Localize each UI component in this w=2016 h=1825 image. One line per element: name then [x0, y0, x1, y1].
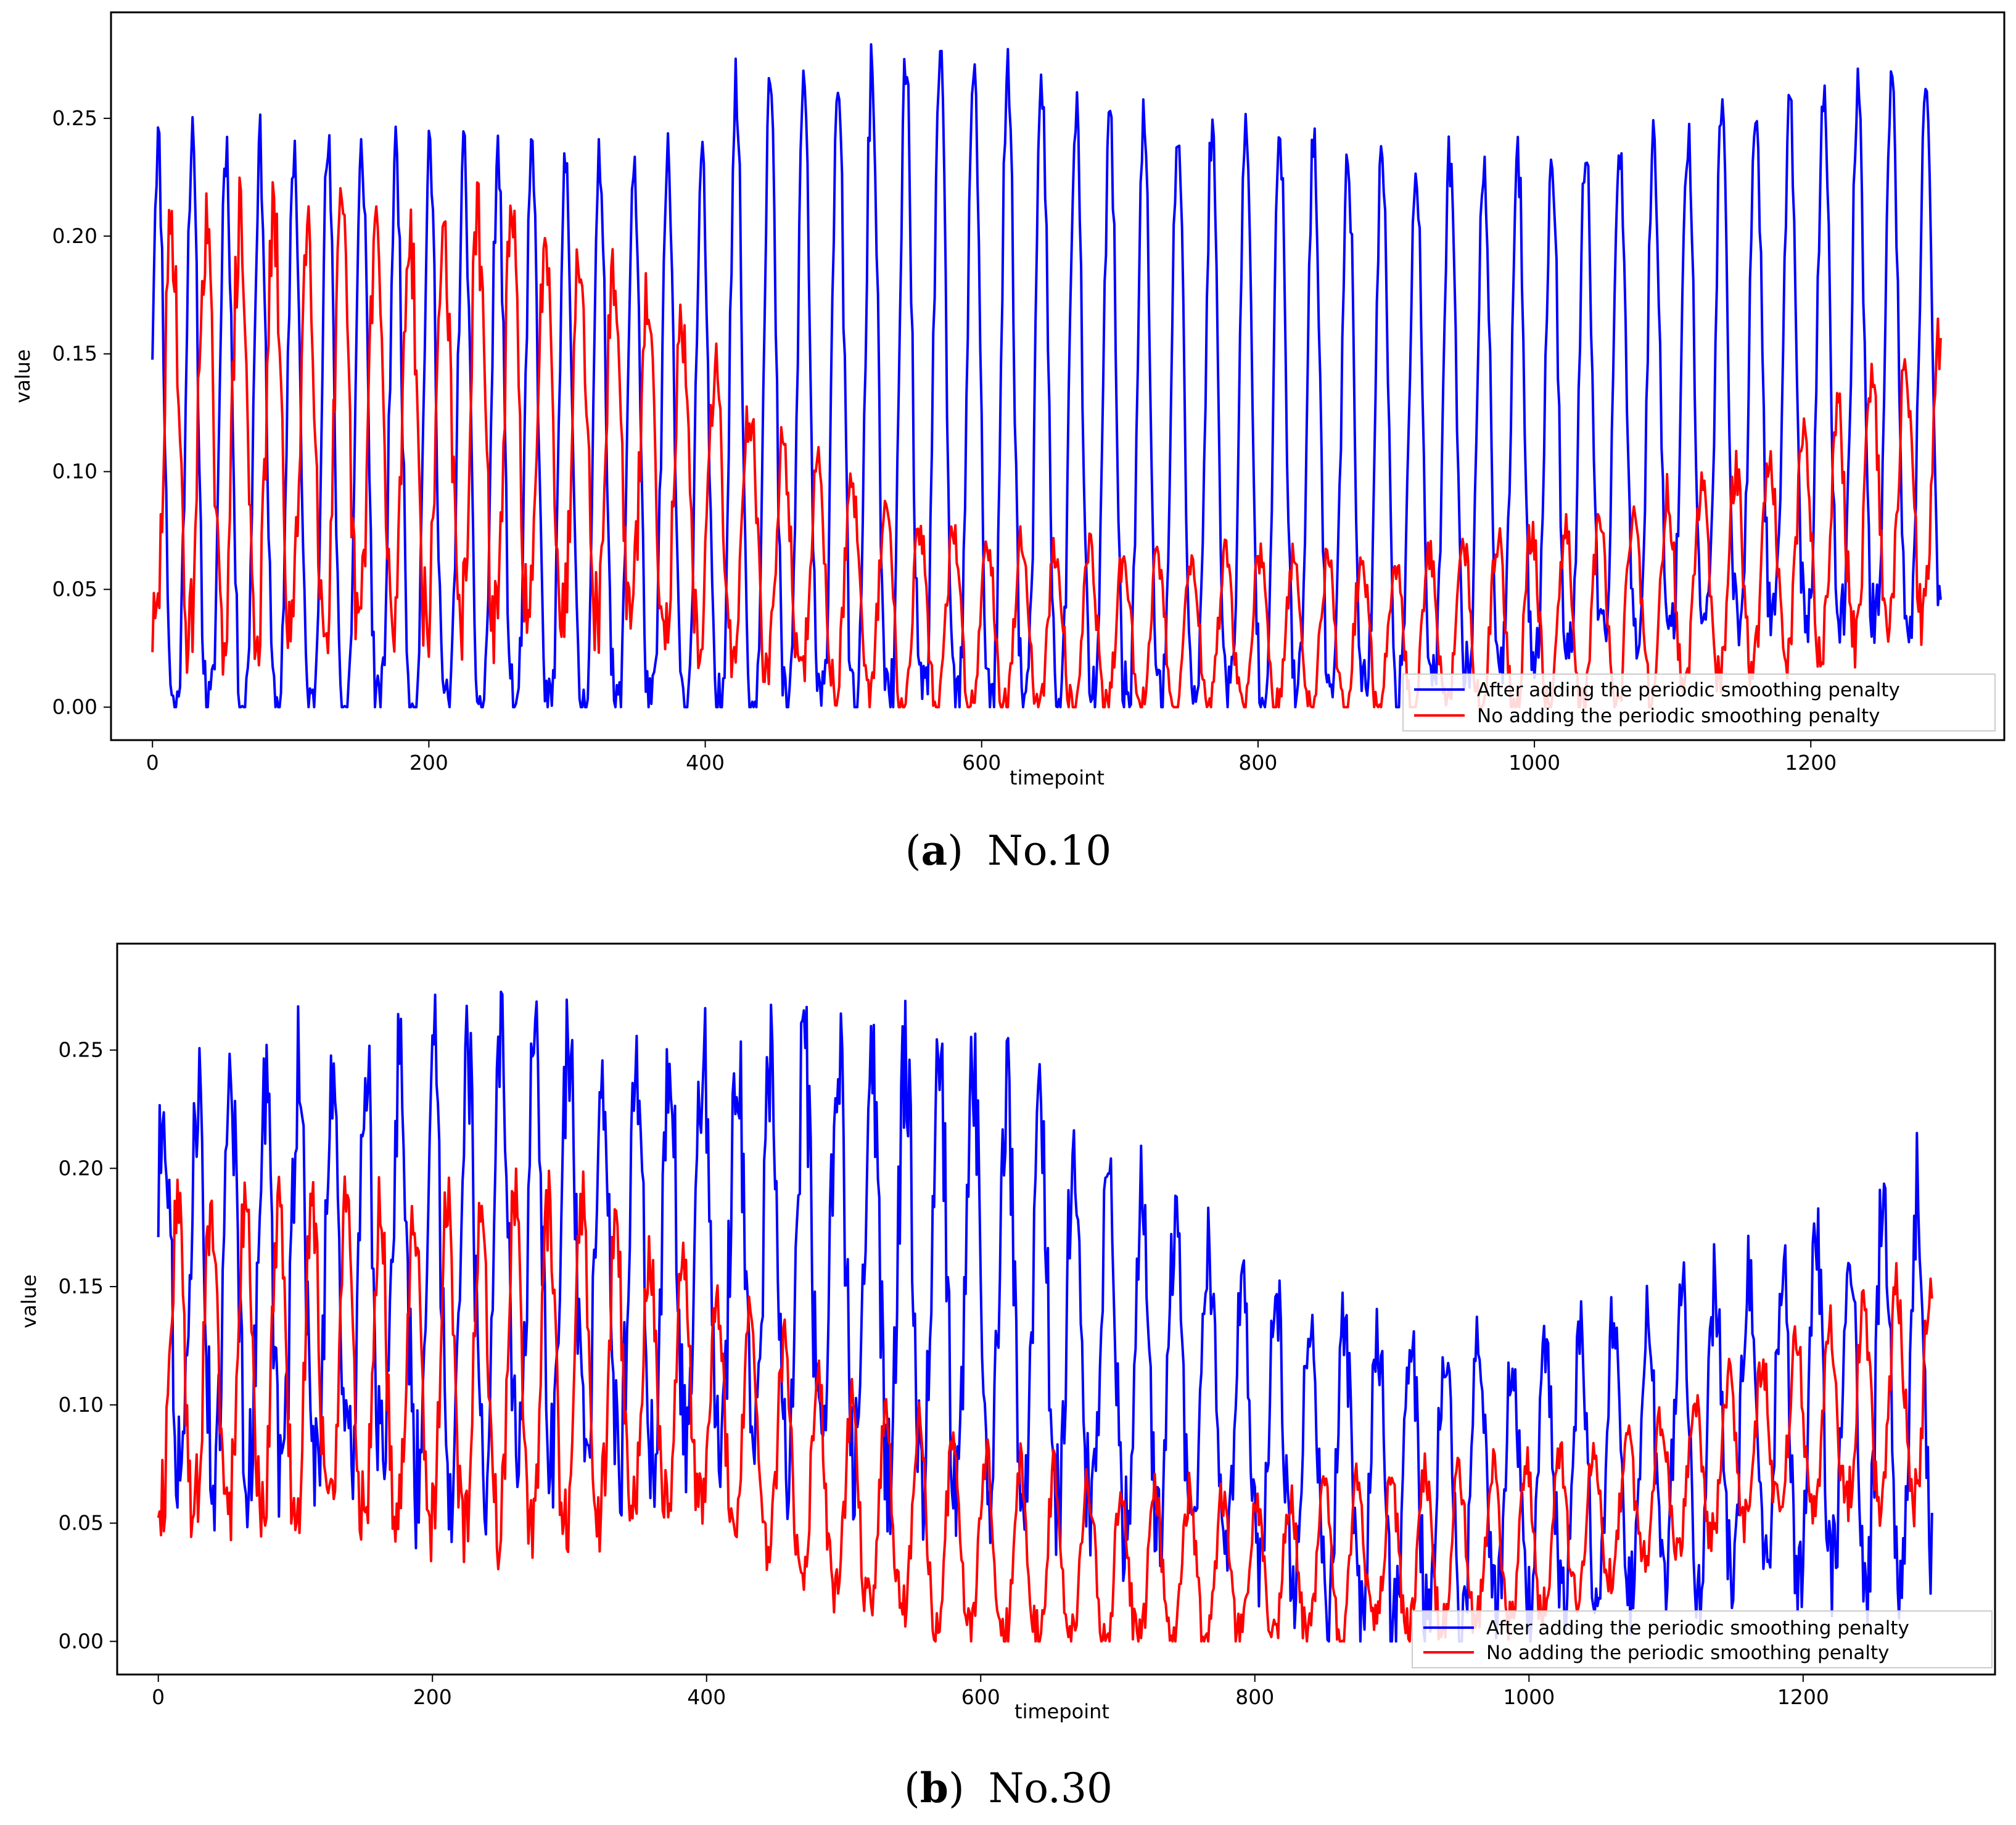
caption-text-a: No.10 — [987, 827, 1111, 875]
legend-label-blue-a: After adding the periodic smoothing pena… — [1477, 679, 1900, 701]
x-tick-label-a-200: 200 — [409, 751, 448, 775]
x-tick-label-b-1000: 1000 — [1503, 1685, 1555, 1709]
y-tick-label-a-0: 0.00 — [52, 695, 97, 719]
legend-box-b — [1412, 1610, 1993, 1668]
series-line-red-b — [157, 1167, 1933, 1643]
y-tick-label-a-4: 0.20 — [52, 224, 97, 248]
x-tick-label-a-1000: 1000 — [1508, 751, 1560, 775]
chart-panel-a: 0 200 400 600 800 1000 1200 0.00 0.05 0.10 0.15 0.2… — [11, 11, 2006, 875]
y-tick-label-b-0: 0.00 — [59, 1629, 104, 1653]
y-tick-label-b-2: 0.10 — [59, 1393, 104, 1417]
x-tick-label-b-200: 200 — [413, 1685, 452, 1709]
y-axis-label-b: value — [17, 1274, 41, 1328]
series-line-blue-b — [157, 991, 1933, 1643]
caption-letter-a: a — [921, 826, 947, 875]
x-tick-label-b-1200: 1200 — [1777, 1685, 1829, 1709]
x-tick-label-a-400: 400 — [686, 751, 725, 775]
legend-a: After adding the periodic smoothing pena… — [1402, 674, 1996, 731]
legend-label-red-a: No adding the periodic smoothing penalty — [1477, 705, 1880, 727]
plot-area-a: 0 200 400 600 800 1000 1200 0.00 0.05 0.10 0.15 0.2… — [52, 43, 1942, 775]
x-tick-label-a-600: 600 — [962, 751, 1001, 775]
y-tick-label-a-1: 0.05 — [52, 577, 97, 601]
chart-panel-b: 0 200 400 600 800 1000 1200 0.00 0.05 0.10 0.15 0.2… — [17, 942, 1996, 1812]
legend-label-red-b: No adding the periodic smoothing penalty — [1486, 1642, 1890, 1664]
x-tick-label-b-800: 800 — [1235, 1685, 1274, 1709]
caption-letter-b: b — [920, 1764, 948, 1812]
legend-b: After adding the periodic smoothing pena… — [1412, 1610, 1993, 1668]
caption-a: (a) No.10 — [905, 826, 1112, 875]
x-tick-label-b-0: 0 — [152, 1685, 165, 1709]
caption-text-b: No.30 — [989, 1765, 1113, 1812]
y-tick-label-b-4: 0.20 — [59, 1156, 104, 1180]
y-tick-label-a-2: 0.10 — [52, 459, 97, 484]
series-line-blue-a — [151, 43, 1942, 709]
series-line-red-a — [151, 176, 1942, 709]
x-axis-label-b: timepoint — [1014, 1700, 1109, 1723]
x-tick-label-a-800: 800 — [1238, 751, 1277, 775]
legend-box-a — [1402, 674, 1996, 731]
y-tick-label-a-5: 0.25 — [52, 106, 97, 130]
x-axis-label-a: timepoint — [1010, 766, 1105, 789]
y-axis-label-a: value — [11, 349, 35, 403]
x-tick-label-b-400: 400 — [687, 1685, 726, 1709]
plot-area-b: 0 200 400 600 800 1000 1200 0.00 0.05 0.10 0.15 0.2… — [59, 991, 1933, 1709]
y-tick-label-b-1: 0.05 — [59, 1511, 104, 1535]
caption-b: (b) No.30 — [904, 1764, 1113, 1812]
x-tick-label-a-1200: 1200 — [1785, 751, 1837, 775]
y-tick-label-a-3: 0.15 — [52, 342, 97, 366]
x-tick-label-b-600: 600 — [961, 1685, 1000, 1709]
y-tick-label-b-5: 0.25 — [59, 1038, 104, 1062]
x-tick-label-a-0: 0 — [146, 751, 159, 775]
legend-label-blue-b: After adding the periodic smoothing pena… — [1486, 1617, 1909, 1639]
y-tick-label-b-3: 0.15 — [59, 1274, 104, 1298]
caption-gap-b — [976, 1765, 989, 1812]
caption-gap-a — [974, 827, 987, 875]
